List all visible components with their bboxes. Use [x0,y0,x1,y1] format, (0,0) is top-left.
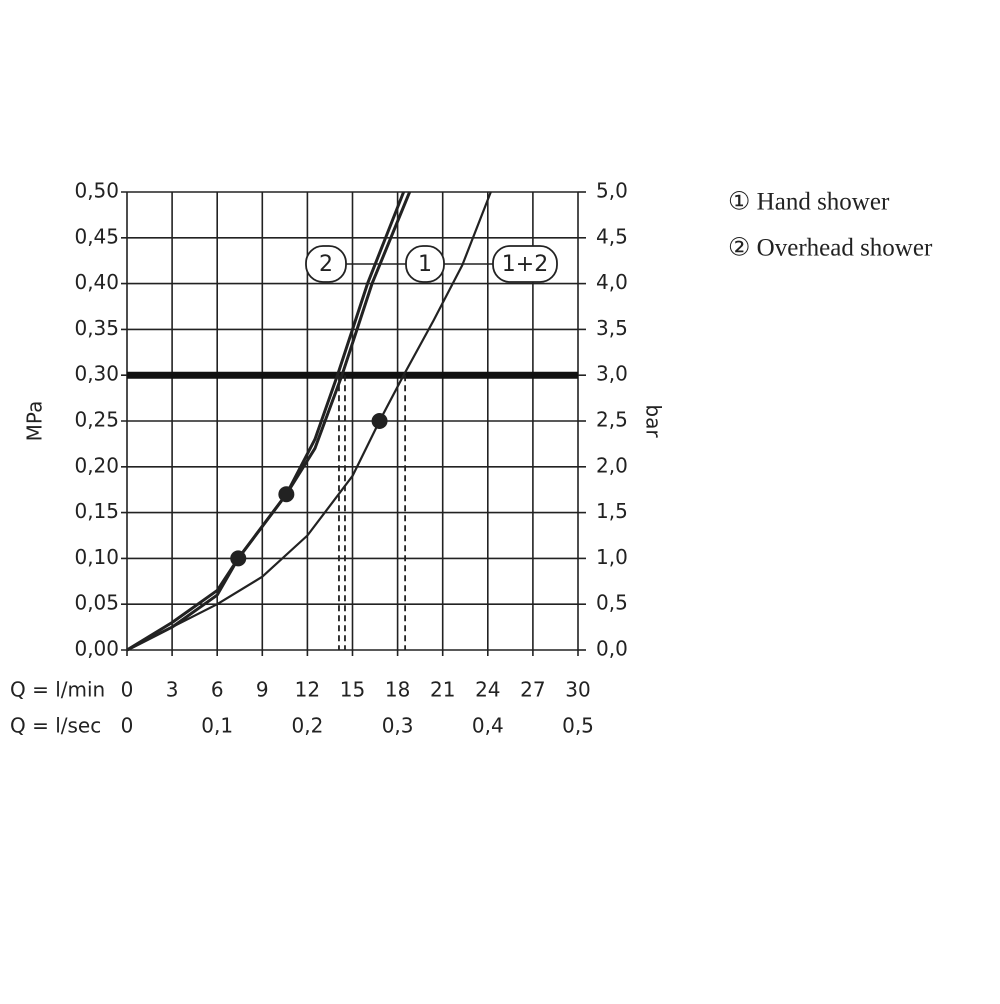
x-tick-label: 30 [565,678,590,702]
y-tick-label: 0,10 [74,545,119,569]
y2-tick-label: 4,0 [596,270,628,294]
legend-item: ② Overhead shower [728,235,933,262]
x-tick-label: 21 [430,678,455,702]
x-tick-label: 0 [121,678,134,702]
y-tick-label: 0,30 [74,362,119,386]
x-tick-label: 12 [295,678,320,702]
x-tick-label: 15 [340,678,365,702]
callout-box [492,245,558,283]
y2-tick-label: 1,5 [596,499,628,523]
y-tick-label: 0,40 [74,270,119,294]
y-tick-label: 0,50 [74,179,119,203]
x2-tick-label: 0,4 [472,714,504,738]
y2-tick-label: 4,5 [596,224,628,248]
y2-tick-label: 5,0 [596,179,628,203]
y-tick-label: 0,35 [74,316,119,340]
marker [230,550,247,567]
x-tick-label: 9 [256,678,269,702]
callout-label: 1+2 [502,252,548,277]
y2-tick-label: 0,0 [596,637,628,661]
x2-axis-label: Q = l/sec [10,714,101,738]
x2-tick-label: 0,1 [201,714,233,738]
x2-tick-label: 0,2 [291,714,323,738]
x-tick-label: 24 [475,678,500,702]
callout-label: 1 [418,252,432,277]
x-tick-label: 6 [211,678,224,702]
callout-box [405,245,445,283]
y-tick-label: 0,25 [74,408,119,432]
y-tick-label: 0,20 [74,453,119,477]
y2-tick-label: 0,5 [596,591,628,615]
y2-tick-label: 3,5 [596,316,628,340]
marker [278,486,295,503]
y2-axis-label: bar [642,404,666,438]
y2-tick-label: 2,5 [596,408,628,432]
marker [371,413,388,429]
y-tick-label: 0,05 [74,591,119,615]
y-tick-label: 0,00 [74,637,119,661]
x-tick-label: 27 [520,678,545,702]
y2-tick-label: 2,0 [596,453,628,477]
y-axis-label: MPa [23,401,47,442]
y2-tick-label: 3,0 [596,362,628,386]
legend-item: ① Hand shower [728,189,890,216]
x-axis-label: Q = l/min [10,678,105,702]
x-tick-label: 18 [385,678,410,702]
x-tick-label: 3 [166,678,179,702]
series-line [126,191,492,651]
y-tick-label: 0,15 [74,499,119,523]
x2-tick-label: 0,5 [562,714,594,738]
y2-tick-label: 1,0 [596,545,628,569]
x2-tick-label: 0 [121,714,134,738]
y-tick-label: 0,45 [74,224,119,248]
callout-box [305,245,347,283]
x2-tick-label: 0,3 [382,714,414,738]
callout-label: 2 [319,252,333,277]
